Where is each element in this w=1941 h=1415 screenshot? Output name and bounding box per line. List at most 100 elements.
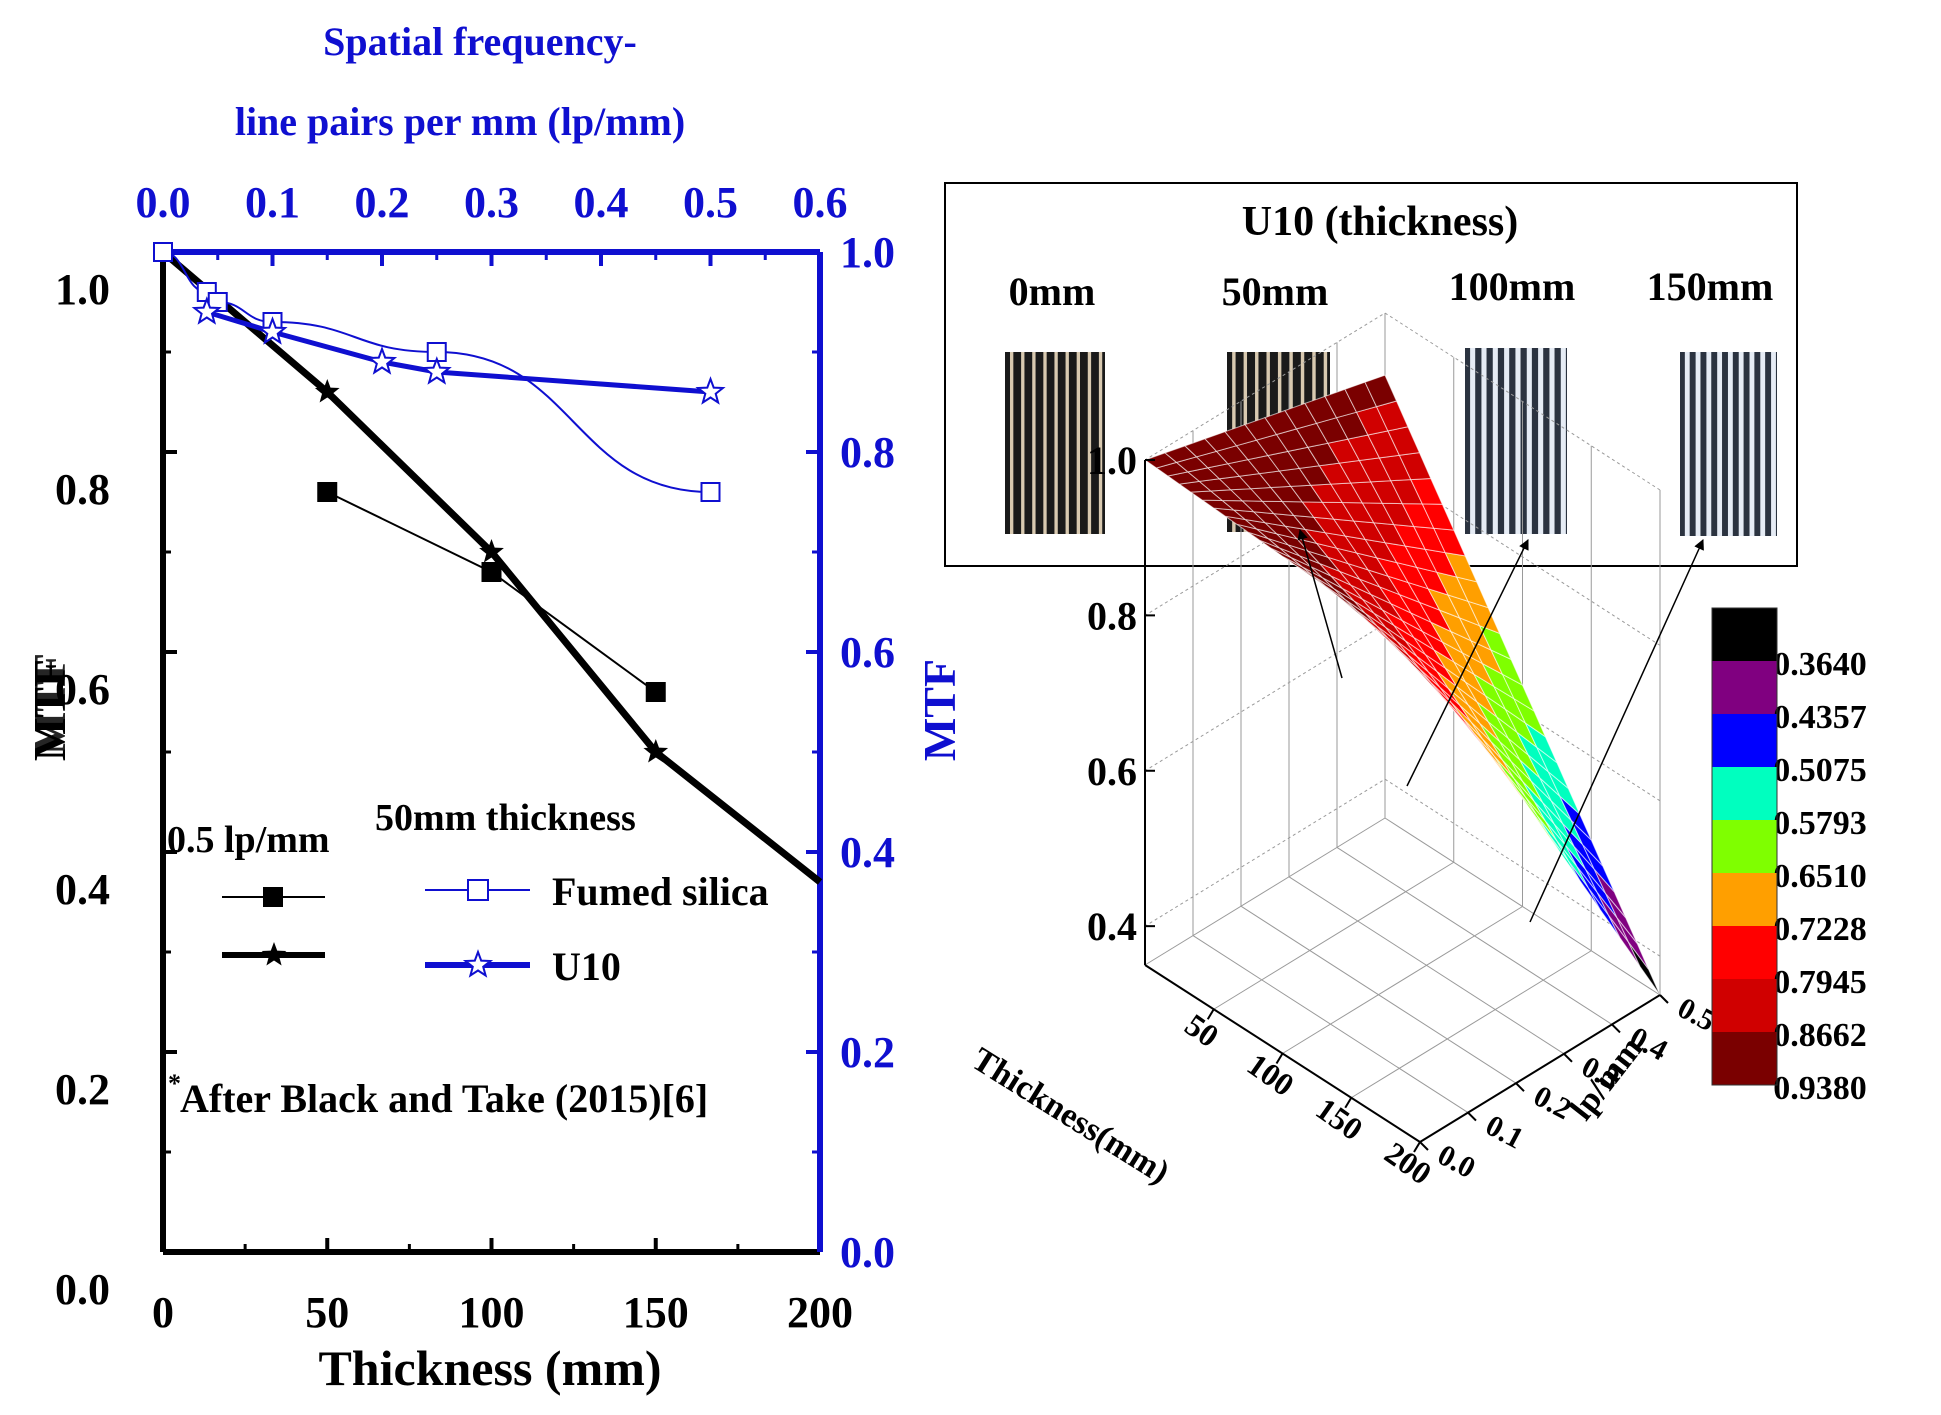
pointer-arrow xyxy=(1529,539,1704,923)
colorbar: 0.3640 0.4357 0.5075 0.5793 0.6510 0.7228 0.79… xyxy=(1711,607,1867,1107)
right-tick-label: 0.0 xyxy=(840,1228,895,1277)
left-line-chart: Spatial frequency- line pairs per mm (lp… xyxy=(24,19,965,1396)
point-open-star xyxy=(695,376,726,405)
legend-fumed-label: Fumed silica xyxy=(552,869,769,914)
colorbar-label: 0.4357 xyxy=(1773,699,1867,736)
grid-line xyxy=(1144,817,1386,966)
bottom-tick-label: 200 xyxy=(787,1288,853,1337)
stripe xyxy=(1065,352,1069,534)
point-open-star xyxy=(421,356,452,385)
top-axis-ticks: 0.0 0.1 0.2 0.3 0.4 0.5 0.6 xyxy=(136,178,848,266)
legend-right-title: 50mm thickness xyxy=(375,797,636,839)
top-axis-label-line2: line pairs per mm (lp/mm) xyxy=(235,99,685,144)
y-tick xyxy=(1467,1111,1477,1122)
colorbar-segment xyxy=(1712,608,1777,661)
annotation-text: After Black and Take (2015)[6] xyxy=(180,1076,708,1121)
stripe xyxy=(1481,348,1487,534)
colorbar-segment xyxy=(1712,820,1777,873)
top-tick-label: 0.5 xyxy=(683,178,738,227)
colorbar-label: 0.9380 xyxy=(1773,1070,1867,1107)
stripe xyxy=(1087,352,1092,534)
point-open-square xyxy=(700,482,721,502)
left-axis-label: MTF xyxy=(24,659,75,761)
bottom-tick-label: 100 xyxy=(459,1288,525,1337)
legend-marker-star xyxy=(222,942,325,966)
top-tick-label: 0.6 xyxy=(793,178,848,227)
right-tick-label: 1.0 xyxy=(840,228,895,277)
colorbar-label: 0.7945 xyxy=(1773,964,1867,1001)
legend-marker-square xyxy=(222,887,325,907)
right-tick-label: 0.4 xyxy=(840,828,895,877)
stripe xyxy=(1738,352,1744,536)
colorbar-segment xyxy=(1712,979,1777,1032)
y-tick xyxy=(1659,994,1669,1004)
left-tick-label: 0.4 xyxy=(55,865,110,914)
grid-line xyxy=(1144,312,1661,491)
colorbar-label: 0.5075 xyxy=(1773,752,1867,789)
image-panel-title: U10 (thickness) xyxy=(1242,199,1519,245)
stripe xyxy=(1549,348,1555,534)
point-black-square xyxy=(481,562,502,582)
right-tick-label: 0.2 xyxy=(840,1028,895,1077)
y-tick xyxy=(1611,1023,1621,1034)
grid-line xyxy=(1384,817,1661,996)
left-tick-label: 0.8 xyxy=(55,465,110,514)
grid-line xyxy=(1282,906,1523,1054)
stripe xyxy=(1526,348,1532,534)
colorbar-segment xyxy=(1712,767,1777,820)
y-axis-line xyxy=(1419,994,1661,1143)
legend-left-title: 0.5 lp/mm xyxy=(167,819,330,861)
3d-grid xyxy=(1144,312,1661,1143)
stripe xyxy=(1771,352,1776,536)
right-tick-label: 0.8 xyxy=(840,428,895,477)
stripe xyxy=(1492,348,1498,534)
top-tick-label: 0.0 xyxy=(136,178,191,227)
bottom-tick-label: 0 xyxy=(152,1288,174,1337)
grid-line xyxy=(1350,950,1592,1099)
stripe-image xyxy=(1465,348,1567,534)
left-tick-label: 0.0 xyxy=(55,1265,110,1314)
pointer-arrow xyxy=(1406,539,1529,787)
bottom-tick-label: 50 xyxy=(305,1288,349,1337)
grid-line xyxy=(1336,846,1613,1025)
bottom-tick-label: 150 xyxy=(623,1288,689,1337)
y-tick xyxy=(1515,1082,1525,1092)
x-tick-label: 150 xyxy=(1310,1090,1370,1147)
z-tick-label: 0.6 xyxy=(1087,749,1137,794)
series-group xyxy=(153,242,823,885)
stripe xyxy=(1470,348,1476,534)
y-tick-label: 0.1 xyxy=(1480,1109,1529,1156)
colorbar-segment xyxy=(1712,926,1777,979)
colorbar-segment xyxy=(1712,1032,1777,1085)
z-tick-label: 0.4 xyxy=(1087,904,1137,949)
colorbar-frame xyxy=(1711,607,1778,1086)
thickness-label: 150mm xyxy=(1647,264,1774,309)
point-black-square xyxy=(645,682,666,702)
stripe xyxy=(1749,352,1755,536)
colorbar-segment xyxy=(1712,873,1777,926)
right-axis-ticks: 0.0 0.2 0.4 0.6 0.8 1.0 xyxy=(806,228,895,1277)
z-tick-label: 0.8 xyxy=(1087,593,1137,638)
colorbar-segment xyxy=(1712,661,1777,714)
bottom-axis-label: Thickness (mm) xyxy=(318,1340,661,1396)
stripe xyxy=(1054,352,1058,534)
top-tick-label: 0.2 xyxy=(355,178,410,227)
stripe xyxy=(1706,352,1712,536)
3d-surface xyxy=(1143,374,1661,996)
x-tick xyxy=(1344,1097,1353,1109)
grid-line xyxy=(1192,935,1469,1114)
left-tick-label: 0.6 xyxy=(55,665,110,714)
stripe xyxy=(1695,352,1701,536)
x-tick-label: 200 xyxy=(1378,1134,1438,1191)
legend-marker-open-square xyxy=(425,879,530,901)
stripe xyxy=(1076,352,1080,534)
stripe xyxy=(1032,352,1036,534)
stripe xyxy=(1098,352,1103,534)
y-tick-label: 0.0 xyxy=(1432,1138,1481,1185)
left-tick-label: 1.0 xyxy=(55,265,110,314)
colorbar-label: 0.8662 xyxy=(1773,1017,1867,1054)
x-tick-label: 50 xyxy=(1179,1006,1226,1054)
z-tick-label: 1.0 xyxy=(1087,438,1137,483)
top-tick-label: 0.3 xyxy=(464,178,519,227)
image-arrows xyxy=(1297,528,1704,923)
